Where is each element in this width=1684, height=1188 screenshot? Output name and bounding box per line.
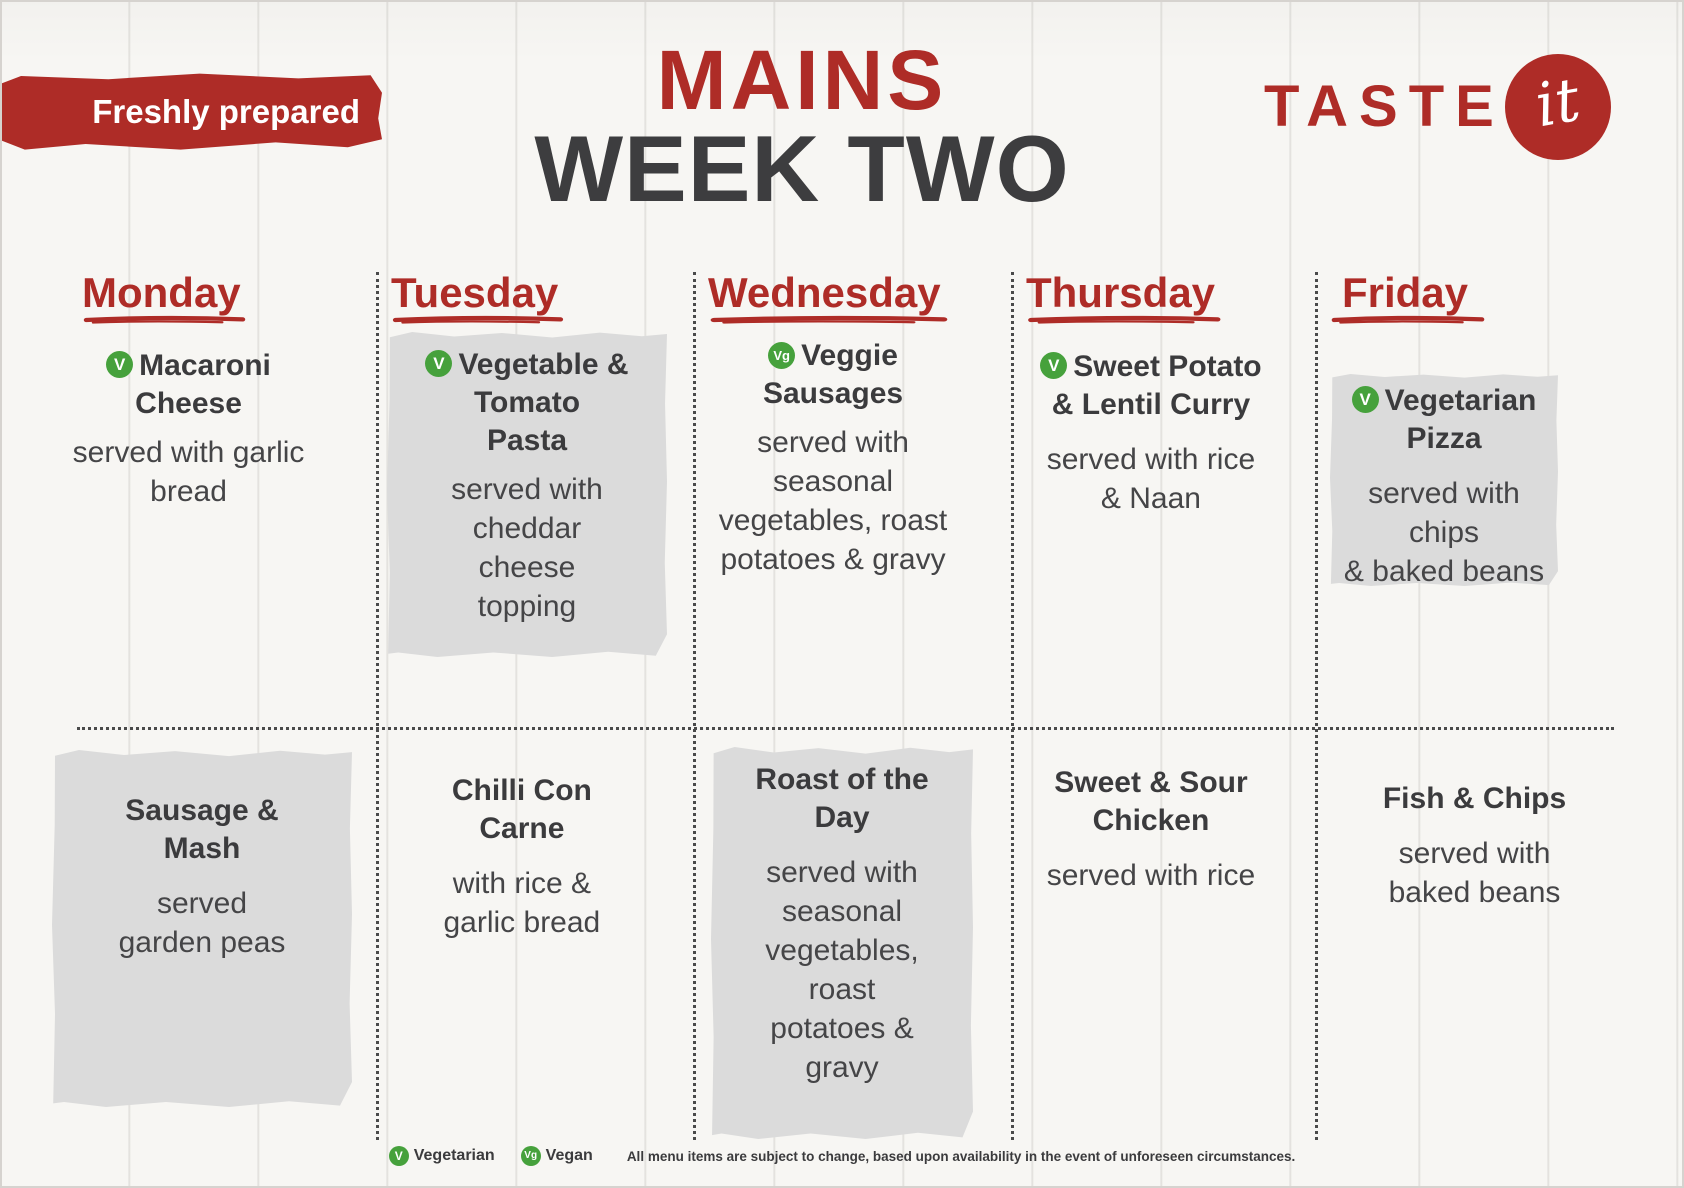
row-divider — [77, 727, 1614, 730]
vegetarian-badge: V — [388, 1146, 409, 1166]
vegetarian-badge: V — [1040, 352, 1068, 379]
day-header: Friday — [1318, 272, 1662, 325]
meal-desc: served with rice — [1046, 859, 1256, 893]
meal-card: V Vegetarian Pizza served with chips & ba… — [1330, 374, 1558, 586]
meal-title: Sweet & Sour Chicken — [1054, 766, 1248, 838]
meal-desc: served with cheddar cheese topping — [451, 473, 603, 624]
meal-card: Sausage & Mash served garden peas — [52, 750, 352, 1107]
day-head-inner: Tuesday — [391, 269, 564, 325]
meal-card: Sweet & Sour Chicken served with rice — [1014, 764, 1288, 895]
meal-title: Sausage & Mash — [125, 794, 279, 866]
meal-desc: served with garlic bread — [72, 436, 305, 509]
meal-title: Sweet Potato & Lentil Curry — [1051, 350, 1262, 422]
logo-circle: it — [1504, 54, 1611, 160]
day-name: Wednesday — [708, 269, 941, 316]
legend-item: V Vegetarian — [388, 1146, 495, 1166]
title-week-two: WEEK TWO — [534, 116, 1070, 221]
day-name: Monday — [82, 269, 241, 316]
brush-underline — [83, 315, 246, 324]
day-column-monday: Monday V Macaroni Cheese served with garl… — [32, 272, 376, 1140]
banner-label: Freshly prepared — [92, 93, 360, 130]
day-name: Tuesday — [391, 269, 559, 316]
meal-desc: served with chips & baked beans — [1343, 477, 1545, 589]
day-head-inner: Friday — [1330, 269, 1485, 325]
logo-it-script: it — [1530, 64, 1586, 142]
vegetarian-badge: V — [1351, 386, 1379, 413]
day-column-friday: Friday V Vegetarian Pizza served with chi… — [1315, 272, 1662, 1140]
meal-card: V Macaroni Cheese served with garlic brea… — [32, 347, 345, 511]
meal-card: V Vegetable & Tomato Pasta served with ch… — [387, 332, 667, 657]
footer: V Vegetarian Vg Vegan All menu items are… — [2, 1146, 1682, 1166]
meal-title: Roast of the Day — [755, 763, 929, 835]
title-mains: MAINS — [656, 33, 948, 127]
day-column-thursday: Thursday V Sweet Potato & Lentil Curry se… — [1011, 272, 1315, 1140]
brush-underline — [392, 315, 564, 324]
meal-card: V Sweet Potato & Lentil Curry served with… — [1014, 348, 1288, 518]
brush-underline — [1028, 315, 1221, 324]
freshly-prepared-banner: Freshly prepared — [2, 73, 382, 150]
meal-title: Chilli Con Carne — [451, 774, 592, 846]
meal-title: Vegetarian Pizza — [1384, 384, 1537, 456]
vegetarian-badge: V — [106, 351, 134, 378]
day-column-tuesday: Tuesday V Vegetable & Tomato Pasta served… — [376, 272, 693, 1140]
meal-desc: served with seasonal vegetables, roast p… — [765, 856, 919, 1085]
meal-desc: served with seasonal vegetables, roast p… — [718, 426, 948, 577]
meal-desc: served with rice & Naan — [1046, 443, 1256, 516]
meal-card: Vg Veggie Sausages served with seasonal v… — [696, 337, 970, 579]
meal-card: Roast of the Day served with seasonal ve… — [711, 747, 973, 1139]
meal-title: Vegetable & Tomato Pasta — [458, 348, 629, 458]
meal-title: Fish & Chips — [1382, 782, 1567, 815]
page-title: MAINS WEEK TWO — [422, 33, 1182, 221]
brush-underline — [710, 315, 948, 324]
week-columns: Monday V Macaroni Cheese served with garl… — [32, 272, 1662, 1140]
day-column-wednesday: Wednesday Vg Veggie Sausages served with … — [693, 272, 1011, 1140]
meal-card: Chilli Con Carne with rice & garlic brea… — [379, 772, 665, 942]
vegan-badge: Vg — [520, 1146, 541, 1166]
day-name: Friday — [1341, 269, 1469, 316]
meal-title: Veggie Sausages — [762, 339, 904, 411]
disclaimer-text: All menu items are subject to change, ba… — [626, 1148, 1296, 1164]
day-name: Thursday — [1026, 269, 1216, 316]
day-header: Thursday — [1014, 272, 1315, 325]
legend-label: Vegan — [545, 1147, 593, 1164]
day-head-inner: Thursday — [1026, 269, 1221, 325]
meal-card: Fish & Chips served with baked beans — [1318, 780, 1631, 912]
legend-label: Vegetarian — [413, 1147, 495, 1164]
vegetarian-badge: V — [425, 350, 453, 377]
brush-underline — [1331, 315, 1485, 324]
meal-desc: served with baked beans — [1388, 837, 1561, 910]
day-header: Monday — [32, 272, 376, 325]
taste-it-logo: TASTE it — [1264, 54, 1611, 160]
meal-desc: served garden peas — [118, 887, 286, 960]
meal-desc: with rice & garlic bread — [443, 867, 601, 940]
meal-title: Macaroni Cheese — [135, 349, 271, 421]
logo-word: TASTE — [1264, 74, 1505, 139]
day-head-inner: Monday — [82, 269, 246, 325]
legend-item: Vg Vegan — [520, 1146, 593, 1166]
diet-legend: V Vegetarian Vg Vegan — [388, 1146, 593, 1166]
day-head-inner: Wednesday — [708, 269, 948, 325]
day-header: Tuesday — [379, 272, 693, 325]
day-header: Wednesday — [696, 272, 1011, 325]
vegan-badge: Vg — [768, 342, 796, 369]
